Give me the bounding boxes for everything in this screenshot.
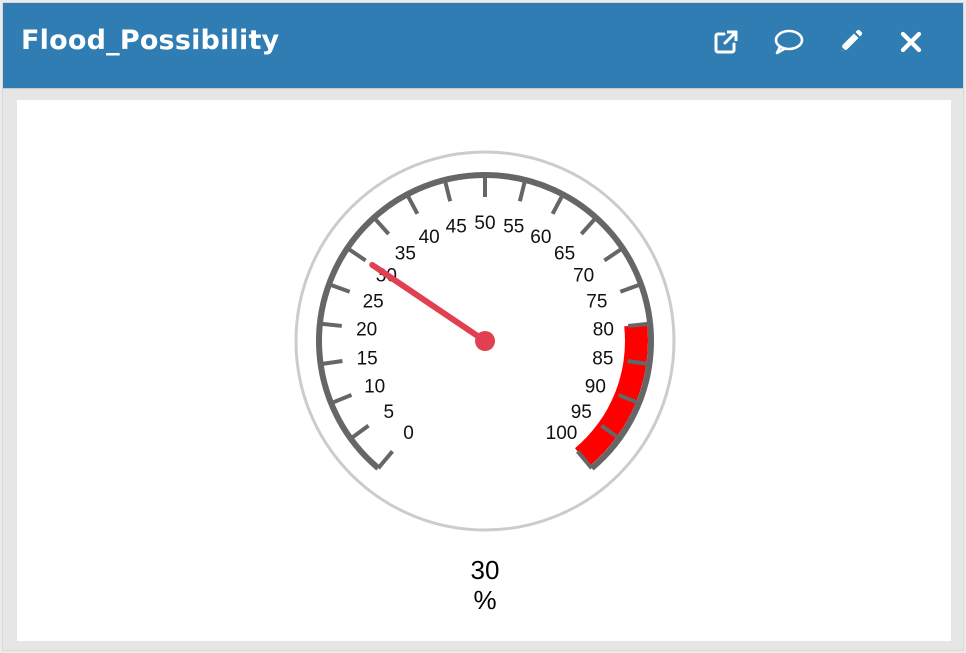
gauge-ring [316, 172, 654, 471]
gauge-tick-label: 95 [571, 402, 592, 423]
gauge-tick [600, 424, 621, 441]
gauge-tick-label: 85 [592, 349, 613, 370]
gauge-tick-label: 10 [364, 377, 385, 398]
gauge-tick-label: 40 [419, 227, 440, 248]
pencil-icon [841, 29, 863, 51]
gauge-tick-label: 20 [356, 320, 377, 341]
gauge-tick-label: 5 [383, 402, 394, 423]
gauge-tick-label: 15 [357, 349, 378, 370]
gauge-tick [442, 179, 453, 202]
gauge-tick [372, 216, 391, 236]
gauge-unit: % [473, 585, 496, 615]
gauge-tick [579, 216, 598, 236]
gauge-tick [330, 393, 353, 406]
gauge-tick-label: 80 [593, 320, 614, 341]
widget-header: Flood_Possibility [3, 3, 963, 89]
gauge-tick [376, 450, 394, 470]
edit-button[interactable] [833, 25, 867, 59]
gauge-needle [369, 261, 488, 344]
gauge-tick [619, 282, 642, 294]
gauge-tick [320, 359, 343, 367]
gauge-tick-label: 0 [403, 423, 414, 444]
gauge-tick [617, 393, 640, 406]
gauge-tick [628, 321, 651, 328]
widget-title: Flood_Possibility [21, 25, 280, 56]
gauge-tick [349, 424, 370, 441]
gauge-tick [319, 321, 342, 328]
needle-hub [475, 331, 495, 351]
comment-button[interactable] [772, 25, 806, 59]
gauge-tick-label: 60 [530, 227, 551, 248]
gauge-tick-label: 100 [546, 423, 578, 444]
open-external-button[interactable] [709, 25, 743, 59]
speech-bubble-icon [774, 29, 804, 55]
gauge-tick-label: 25 [363, 291, 384, 312]
gauge-tick-label: 35 [395, 244, 416, 265]
close-button[interactable] [894, 25, 928, 59]
gauge-tick [328, 282, 351, 294]
gauge-tick-label: 70 [573, 265, 594, 286]
gauge-tick-label: 50 [474, 213, 495, 234]
gauge-tick-label: 55 [503, 217, 524, 238]
close-x-icon [900, 31, 922, 53]
gauge-tick-label: 45 [446, 217, 467, 238]
gauge-tick [405, 193, 420, 215]
gauge-tick-label: 65 [554, 244, 575, 265]
gauge-tick [550, 193, 565, 215]
gauge-tick-label: 90 [585, 377, 606, 398]
gauge-tick [346, 246, 367, 263]
external-link-icon [714, 30, 738, 54]
gauge-value: 30 [471, 555, 500, 585]
gauge-tick [517, 179, 528, 202]
gauge-tick [603, 246, 624, 263]
gauge-tick [576, 450, 594, 470]
gauge-tick-label: 75 [586, 291, 607, 312]
gauge-tick [627, 359, 650, 367]
